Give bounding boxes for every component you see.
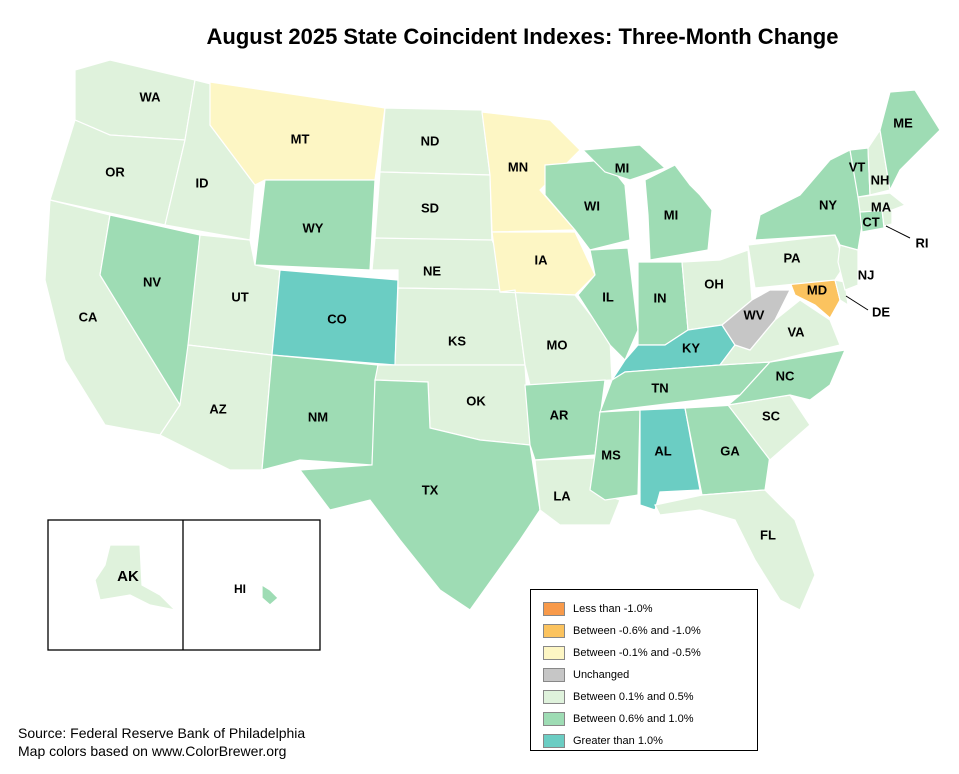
label-CT: CT	[862, 214, 879, 229]
label-SD: SD	[421, 200, 439, 215]
state-TX[interactable]	[298, 379, 541, 611]
label-NV: NV	[143, 274, 161, 289]
legend-label: Between -0.1% and -0.5%	[573, 647, 701, 659]
legend-swatch	[543, 624, 565, 638]
source-line: Source: Federal Reserve Bank of Philadel…	[18, 725, 306, 741]
legend-label: Between 0.6% and 1.0%	[573, 713, 694, 725]
state-IA[interactable]	[491, 231, 596, 296]
label-RI: RI	[916, 235, 929, 250]
state-MI-upper[interactable]	[581, 144, 667, 181]
label-OH: OH	[704, 276, 724, 291]
label-UT: UT	[231, 289, 248, 304]
label-MI: MI	[664, 207, 678, 222]
legend: Less than -1.0% Between -0.6% and -1.0% …	[530, 589, 758, 751]
legend-label: Greater than 1.0%	[573, 735, 663, 747]
source-note: Source: Federal Reserve Bank of Philadel…	[18, 724, 305, 760]
label-HI: HI	[234, 582, 246, 596]
legend-item: Less than -1.0%	[543, 598, 757, 620]
label-MD: MD	[807, 282, 827, 297]
label-TX: TX	[422, 482, 439, 497]
colorbrewer-line: Map colors based on www.ColorBrewer.org	[18, 743, 287, 759]
label-WA: WA	[140, 89, 162, 104]
state-AK[interactable]	[94, 544, 177, 611]
label-TN: TN	[651, 380, 668, 395]
label-WI: WI	[584, 198, 600, 213]
legend-swatch	[543, 690, 565, 704]
label-WV: WV	[744, 307, 765, 322]
legend-label: Less than -1.0%	[573, 603, 653, 615]
label-MI-upper: MI	[615, 160, 629, 175]
state-PA[interactable]	[747, 234, 846, 289]
state-WY[interactable]	[254, 179, 376, 271]
legend-item: Between -0.6% and -1.0%	[543, 620, 757, 642]
state-MI[interactable]	[644, 164, 713, 261]
label-MO: MO	[547, 337, 568, 352]
label-CA: CA	[79, 309, 98, 324]
legend-label: Between -0.6% and -1.0%	[573, 625, 701, 637]
legend-swatch	[543, 712, 565, 726]
label-SC: SC	[762, 408, 781, 423]
state-ME[interactable]	[879, 89, 941, 192]
legend-label: Unchanged	[573, 669, 630, 681]
legend-item: Between 0.1% and 0.5%	[543, 686, 757, 708]
label-VA: VA	[787, 324, 805, 339]
label-OK: OK	[466, 393, 486, 408]
label-MS: MS	[601, 447, 621, 462]
label-AR: AR	[550, 407, 569, 422]
label-NY: NY	[819, 197, 837, 212]
leader-RI	[885, 225, 911, 239]
label-IN: IN	[654, 290, 667, 305]
legend-item: Greater than 1.0%	[543, 730, 757, 752]
state-AR[interactable]	[524, 379, 606, 461]
state-FL[interactable]	[654, 489, 816, 611]
label-AL: AL	[654, 443, 671, 458]
label-NM: NM	[308, 409, 328, 424]
label-GA: GA	[720, 443, 740, 458]
label-PA: PA	[783, 250, 801, 265]
label-NE: NE	[423, 263, 441, 278]
state-NC[interactable]	[725, 349, 846, 406]
label-MN: MN	[508, 159, 528, 174]
label-OR: OR	[105, 164, 125, 179]
label-CO: CO	[327, 311, 347, 326]
legend-label: Between 0.1% and 0.5%	[573, 691, 694, 703]
label-MT: MT	[291, 131, 310, 146]
label-VT: VT	[849, 159, 866, 174]
label-NH: NH	[871, 172, 890, 187]
legend-swatch	[543, 668, 565, 682]
label-NC: NC	[776, 368, 795, 383]
label-NJ: NJ	[858, 267, 875, 282]
label-IL: IL	[602, 289, 614, 304]
state-HI[interactable]	[261, 583, 279, 606]
leader-DE	[845, 295, 869, 311]
legend-item: Between -0.1% and -0.5%	[543, 642, 757, 664]
legend-swatch	[543, 646, 565, 660]
label-DE: DE	[872, 304, 890, 319]
label-AZ: AZ	[209, 401, 226, 416]
label-KY: KY	[682, 340, 700, 355]
state-WV[interactable]	[721, 289, 791, 351]
state-NM[interactable]	[261, 354, 379, 471]
label-AK: AK	[117, 568, 139, 585]
legend-item: Unchanged	[543, 664, 757, 686]
label-LA: LA	[553, 488, 571, 503]
map-title: August 2025 State Coincident Indexes: Th…	[206, 24, 839, 49]
label-WY: WY	[303, 220, 324, 235]
label-ME: ME	[893, 115, 913, 130]
label-IA: IA	[535, 252, 549, 267]
label-ND: ND	[421, 133, 440, 148]
state-MA[interactable]	[857, 192, 907, 213]
legend-item: Between 0.6% and 1.0%	[543, 708, 757, 730]
label-ID: ID	[196, 175, 209, 190]
inset-frame	[47, 519, 321, 651]
label-MA: MA	[871, 199, 892, 214]
legend-swatch	[543, 734, 565, 748]
label-KS: KS	[448, 333, 466, 348]
label-FL: FL	[760, 527, 776, 542]
state-IL[interactable]	[577, 247, 639, 362]
legend-swatch	[543, 602, 565, 616]
